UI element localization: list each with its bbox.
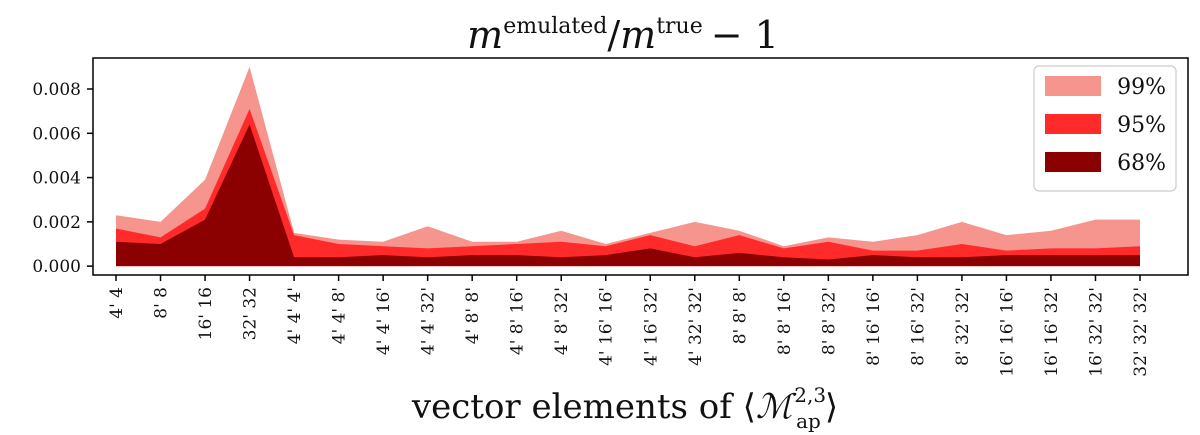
legend-label-95-percent: 95% — [1117, 113, 1166, 138]
title-slash: / — [607, 13, 620, 57]
xlabel-subscript: ap — [796, 409, 821, 433]
plot-frame — [92, 57, 1189, 276]
legend-swatch-95-percent — [1045, 114, 1101, 134]
chart-title: memulated/mtrue − 1 — [467, 13, 779, 57]
xlabel-suffix: ⟩ — [825, 387, 838, 427]
xlabel-prefix: vector elements of ⟨ — [411, 387, 756, 427]
title-base-m: m — [467, 13, 503, 57]
x-tick-label: 4' 8' 8' — [463, 287, 483, 344]
title-suffix: − 1 — [711, 13, 779, 57]
x-tick-label: 4' 8' 16' — [508, 287, 528, 355]
x-tick-label: 32' 32 — [241, 287, 261, 340]
xlabel-superscript: 2,3 — [794, 383, 826, 407]
x-tick-label: 4' 4' 32' — [419, 287, 439, 355]
y-tick-label: 0.004 — [32, 169, 81, 189]
legend: 99% 95% 68% — [1033, 65, 1177, 192]
area-series-68-percent — [116, 124, 1140, 267]
x-tick-label: 4' 16' 32' — [641, 287, 661, 366]
y-axis: 0.000 0.002 0.004 0.006 0.008 — [32, 80, 93, 277]
y-tick-label: 0.000 — [32, 257, 81, 277]
x-tick-label: 8' 8' 8' — [730, 287, 750, 344]
y-tick-label: 0.008 — [32, 80, 81, 100]
x-tick-label: 4' 8' 32' — [552, 287, 572, 355]
title-base-m-2: m — [620, 13, 656, 57]
x-tick-label: 16' 16 — [196, 287, 216, 340]
xlabel-symbol: ℳ — [756, 387, 797, 427]
x-tick-label: 16' 32' 32' — [1086, 287, 1106, 377]
y-tick-label: 0.002 — [32, 213, 81, 233]
x-tick-label: 8' 16' 32' — [908, 287, 928, 366]
title-sup-emulated: emulated — [503, 14, 607, 39]
x-tick-label: 8' 8' 16' — [775, 287, 795, 355]
x-tick-label: 4' 4' 8' — [330, 287, 350, 344]
x-tick-label: 8' 32' 32' — [953, 287, 973, 366]
x-tick-label: 8' 8 — [152, 287, 172, 319]
x-axis-label: vector elements of ⟨ℳ 2,3 ap ⟩ — [411, 383, 838, 433]
title-sup-true: true — [656, 14, 703, 39]
x-tick-label: 4' 4 — [107, 287, 127, 319]
x-tick-label: 32' 32' 32' — [1131, 287, 1151, 377]
x-tick-label: 16' 16' 32' — [1042, 287, 1062, 377]
area-series-group — [116, 66, 1140, 267]
x-tick-label: 4' 4' 16' — [374, 287, 394, 355]
legend-swatch-68-percent — [1045, 152, 1101, 172]
legend-label-99-percent: 99% — [1117, 75, 1166, 100]
legend-swatch-99-percent — [1045, 76, 1101, 96]
x-tick-label: 8' 16' 16' — [864, 287, 884, 366]
x-tick-label: 4' 4' 4' — [285, 287, 305, 344]
legend-label-68-percent: 68% — [1117, 151, 1166, 176]
x-tick-label: 16' 16' 16' — [997, 287, 1017, 377]
x-tick-label: 4' 32' 32' — [686, 287, 706, 366]
y-tick-label: 0.006 — [32, 124, 81, 144]
x-tick-label: 4' 16' 16' — [597, 287, 617, 366]
x-axis: 4' 4 8' 8 16' 16 32' 32 4' 4' 4' 4' 4' 8' 4' 4… — [107, 275, 1151, 377]
x-tick-label: 8' 8' 32' — [819, 287, 839, 355]
